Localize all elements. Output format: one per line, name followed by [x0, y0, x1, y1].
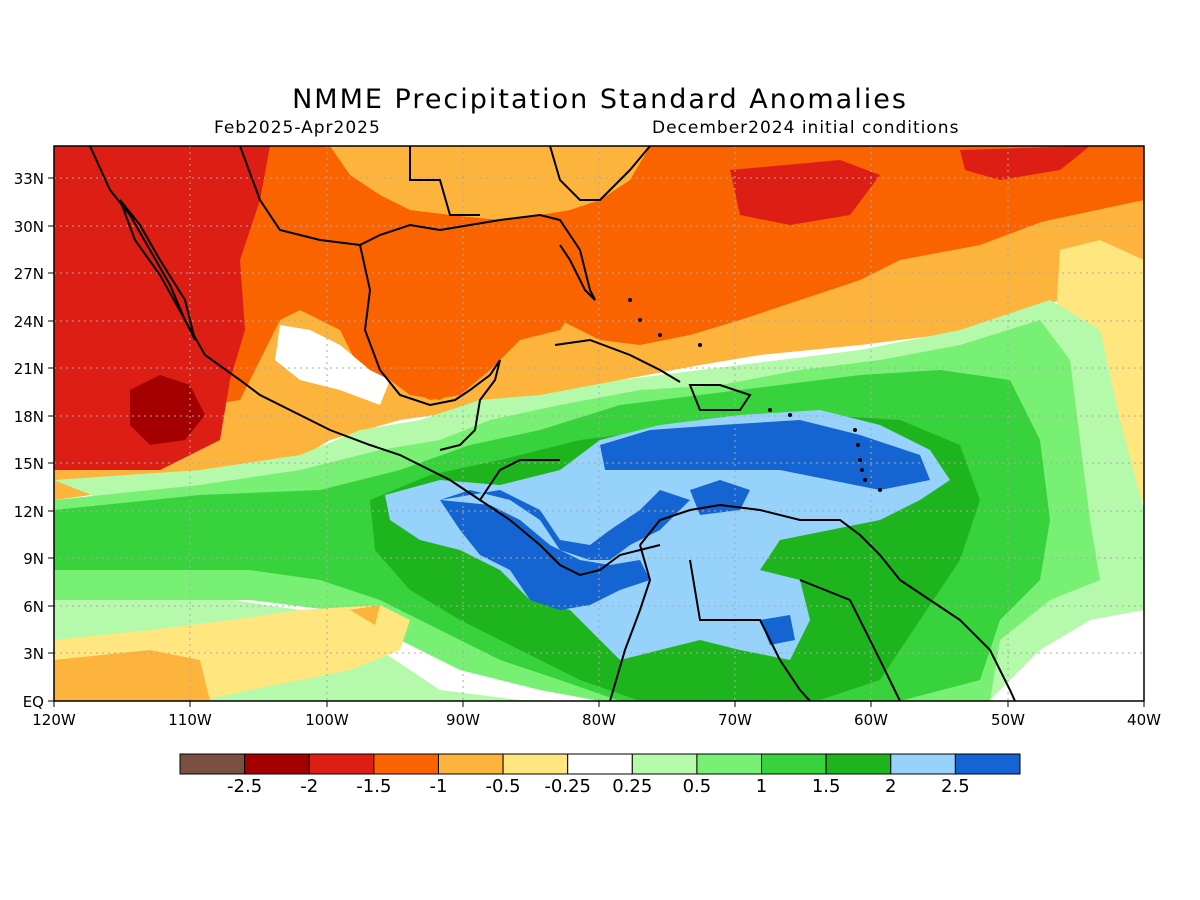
colorbar-label: 2.5 — [941, 776, 970, 797]
colorbar-swatch — [696, 753, 763, 775]
lon-label: 110W — [168, 711, 212, 729]
map-title: NMME Precipitation Standard Anomalies — [292, 84, 908, 115]
lat-label: 33N — [14, 170, 44, 188]
caribbean-islands — [628, 298, 882, 492]
lat-label: 12N — [14, 503, 44, 521]
initial-conditions: December2024 initial conditions — [652, 118, 960, 138]
lon-label: 90W — [446, 711, 480, 729]
colorbar-swatch — [179, 753, 246, 775]
colorbar-label: -0.5 — [485, 776, 521, 797]
colorbar-swatch — [761, 753, 827, 775]
lat-label: 21N — [14, 360, 44, 378]
colorbar-label: -1.5 — [356, 776, 392, 797]
lat-label: EQ — [23, 693, 44, 711]
lon-ticks — [53, 701, 1145, 707]
colorbar-label: 1.5 — [811, 776, 841, 797]
colorbar-swatch — [567, 753, 633, 775]
colorbar-swatch — [631, 753, 698, 775]
colorbar-swatch — [437, 753, 504, 775]
colorbar-swatch — [954, 753, 1021, 775]
colorbar — [179, 753, 1021, 775]
lat-label: 27N — [14, 265, 44, 283]
colorbar-swatch — [308, 753, 375, 775]
lon-label: 40W — [1127, 711, 1161, 729]
lat-label: 30N — [14, 218, 44, 236]
colorbar-swatch — [890, 753, 956, 775]
colorbar-label: -2.5 — [227, 776, 263, 797]
lat-label: 18N — [14, 408, 44, 426]
colorbar-label: 0.5 — [682, 776, 712, 797]
lon-label: 100W — [305, 711, 349, 729]
lon-label: 60W — [854, 711, 888, 729]
colorbar-swatch — [244, 753, 310, 775]
forecast-period: Feb2025-Apr2025 — [214, 118, 381, 138]
lat-label: 3N — [23, 645, 44, 663]
coastlines — [89, 146, 1016, 701]
lon-label: 50W — [991, 711, 1025, 729]
lon-label: 80W — [582, 711, 616, 729]
lat-label: 24N — [14, 313, 44, 331]
colorbar-label: 0.25 — [612, 776, 653, 797]
colorbar-swatch — [373, 753, 439, 775]
lat-ticks — [48, 177, 54, 702]
colorbar-swatch — [825, 753, 892, 775]
lon-labels: 120W 110W 100W 90W 80W 70W 60W 50W 40W — [32, 711, 1161, 729]
lat-label: 9N — [23, 550, 44, 568]
colorbar-label: -0.25 — [544, 776, 591, 797]
colorbar-label: -1 — [429, 776, 448, 797]
colorbar-label: 2 — [885, 776, 897, 797]
lat-label: 6N — [23, 598, 44, 616]
lat-label: 15N — [14, 455, 44, 473]
grid-lines — [54, 146, 1144, 701]
lon-label: 120W — [32, 711, 76, 729]
colorbar-label: 1 — [755, 776, 768, 797]
colorbar-label: -2 — [300, 776, 319, 797]
lon-label: 70W — [718, 711, 752, 729]
colorbar-swatch — [502, 753, 569, 775]
lat-labels: 33N 30N 27N 24N 21N 18N 15N 12N 9N 6N 3N… — [14, 170, 44, 711]
